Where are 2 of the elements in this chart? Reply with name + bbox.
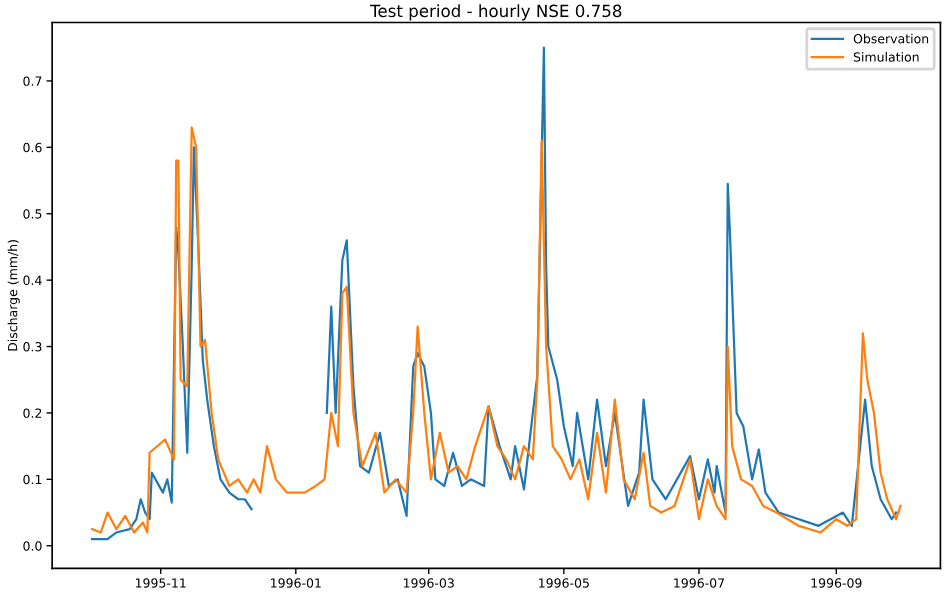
chart-title: Test period - hourly NSE 0.758 xyxy=(370,4,622,21)
line-series xyxy=(90,126,902,534)
